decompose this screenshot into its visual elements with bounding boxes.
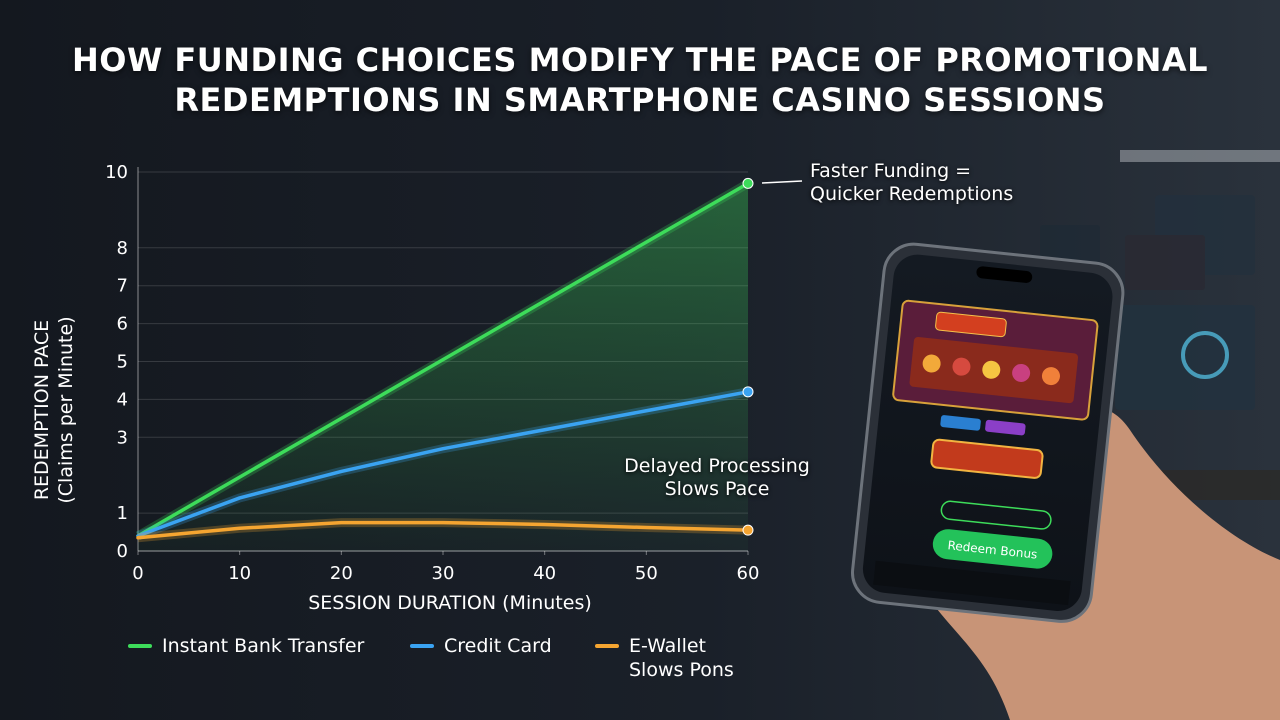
- legend-label: Credit Card: [444, 635, 552, 657]
- y-axis-label: REDEMPTION PACE (Claims per Minute): [31, 316, 77, 504]
- y-tick-label: 7: [117, 276, 128, 297]
- annotation: Faster Funding = Quicker Redemptions: [810, 160, 1014, 205]
- y-tick-label: 8: [117, 238, 128, 259]
- y-tick-label: 10: [105, 162, 128, 183]
- x-tick-label: 60: [737, 563, 760, 584]
- legend-item: Instant Bank Transfer: [128, 634, 388, 658]
- legend-swatch: [128, 644, 152, 648]
- y-tick-label: 3: [117, 427, 128, 448]
- x-tick-label: 20: [330, 563, 353, 584]
- end-marker: [742, 177, 754, 189]
- y-tick-label: 4: [117, 389, 128, 410]
- x-tick-label: 10: [228, 563, 251, 584]
- input-pill: [940, 500, 1052, 530]
- jackpot-panel: [930, 438, 1044, 479]
- legend-item: Credit Card: [410, 634, 580, 658]
- y-tick-label: 5: [117, 352, 128, 373]
- tab: [940, 415, 981, 431]
- series-line: [136, 520, 750, 540]
- y-tick-label: 1: [117, 503, 128, 524]
- phone-nav-bar: [873, 560, 1071, 606]
- monitor-logo: [1181, 331, 1229, 379]
- annotation-leader: [761, 180, 803, 184]
- legend-label: E-Wallet Slows Pons: [629, 635, 734, 681]
- legend-swatch: [595, 644, 619, 648]
- x-tick-label: 50: [635, 563, 658, 584]
- tab: [985, 419, 1026, 436]
- monitor: [1125, 235, 1205, 290]
- slot-reels: [909, 336, 1079, 404]
- phone: Redeem Bonus: [851, 242, 1125, 623]
- x-tick-label: 40: [533, 563, 556, 584]
- end-marker: [742, 524, 754, 536]
- x-axis-label: SESSION DURATION (Minutes): [308, 592, 592, 614]
- redeem-button[interactable]: [931, 528, 1053, 570]
- ceiling-light: [1120, 150, 1280, 162]
- area-fill: [138, 183, 748, 551]
- series-line: [136, 390, 750, 538]
- legend-label: Instant Bank Transfer: [162, 635, 365, 657]
- phone-notch: [976, 266, 1033, 283]
- legend-item: E-Wallet Slows Pons: [595, 634, 745, 682]
- legend-swatch: [410, 644, 434, 648]
- end-marker: [742, 386, 754, 398]
- jackpot-sign: [935, 311, 1007, 338]
- annotation: Delayed Processing Slows Pace: [624, 455, 810, 500]
- y-tick-label: 6: [117, 314, 128, 335]
- plot: 0 1 3 4 5 6 7 8 10 0 10 20 30 40 50 60: [105, 162, 803, 584]
- series-line: [136, 181, 750, 538]
- x-tick-label: 0: [132, 563, 143, 584]
- chart-title: HOW FUNDING CHOICES MODIFY THE PACE OF P…: [71, 41, 1209, 119]
- y-tick-label: 0: [117, 541, 128, 562]
- x-tick-label: 30: [432, 563, 455, 584]
